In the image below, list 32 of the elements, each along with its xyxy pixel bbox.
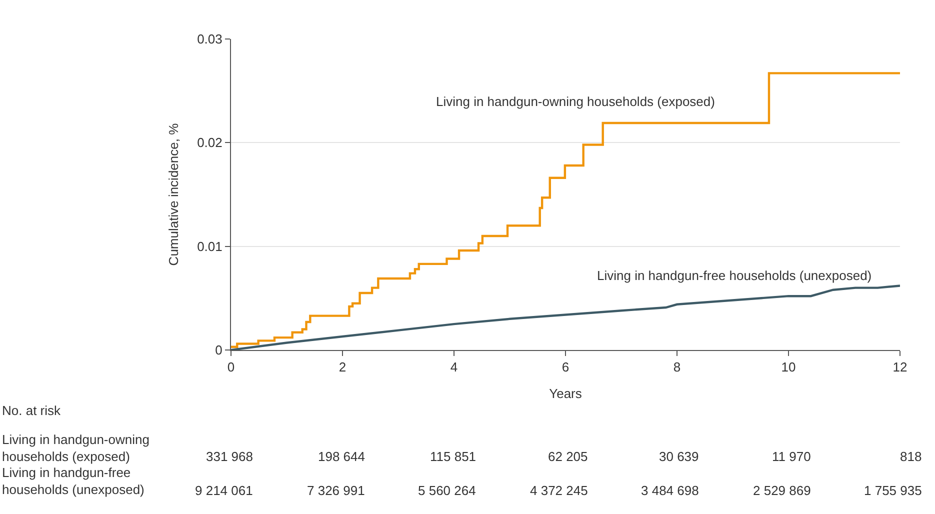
text: Living in handgun-owning households (exposed) (2, 432, 150, 464)
y-tick-label: 0.03 (197, 32, 222, 47)
series-label: Living in handgun-free households (unexposed) (597, 268, 872, 283)
text: 5 560 264 (418, 483, 476, 498)
x-tick-label: 2 (338, 360, 346, 375)
text: Living in handgun-free households (unexposed) (2, 465, 144, 497)
y-tick-label: 0 (215, 342, 222, 358)
text: No. at risk (2, 403, 62, 418)
series-label: Living in handgun-owning households (exposed) (436, 94, 715, 109)
x-tick-label: 0 (227, 360, 235, 375)
y-tick-label: 0.02 (197, 135, 222, 150)
x-tick-label: 8 (673, 360, 681, 375)
text: 2 529 869 (753, 483, 811, 498)
text: 818 (900, 449, 922, 464)
text: 198 644 (318, 449, 365, 464)
x-tick-label: 10 (781, 360, 796, 375)
text: 4 372 245 (530, 483, 588, 498)
text: 7 326 991 (307, 483, 365, 498)
x-tick-label: 12 (892, 360, 908, 375)
text: 30 639 (659, 449, 699, 464)
y-axis-title: Cumulative incidence, % (166, 122, 182, 266)
text: 9 214 061 (195, 483, 253, 498)
text: 3 484 698 (641, 483, 699, 498)
x-axis-title: Years (549, 386, 582, 402)
y-tick-label: 0.01 (197, 238, 222, 254)
text: 11 970 (772, 449, 811, 464)
text: 331 968 (206, 449, 253, 464)
text: 62 205 (548, 449, 588, 464)
text: 115 851 (430, 449, 476, 464)
text: 1 755 935 (864, 483, 922, 498)
x-tick-label: 4 (450, 360, 458, 375)
x-tick-label: 6 (562, 360, 570, 375)
